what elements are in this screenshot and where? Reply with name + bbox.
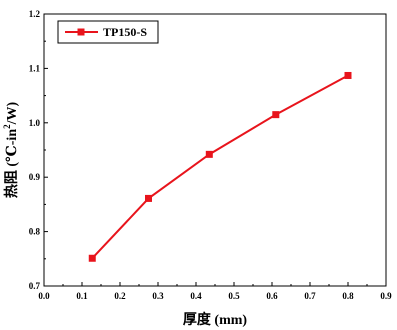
x-tick-label: 0.6 — [266, 291, 278, 301]
y-tick-label: 1.2 — [29, 9, 41, 19]
x-tick-label: 0.0 — [38, 291, 50, 301]
y-axis-title-tail: /W) — [5, 102, 20, 126]
y-tick-label: 1.1 — [29, 63, 41, 73]
y-tick-label: 0.8 — [29, 227, 41, 237]
y-axis-title-sup: 2 — [2, 124, 12, 129]
x-tick-label: 0.7 — [304, 291, 316, 301]
x-tick-label: 0.2 — [114, 291, 126, 301]
y-ticks: 0.7 0.8 0.9 1.0 1.1 1.2 — [29, 9, 48, 291]
y-tick-label: 1.0 — [29, 118, 41, 128]
legend-box — [57, 20, 159, 44]
x-ticks: 0.0 0.1 0.2 0.3 0.4 0.5 0.6 0.7 0.8 0.9 — [38, 282, 392, 301]
legend: TP150-S — [57, 20, 159, 44]
legend-label: TP150-S — [103, 25, 147, 39]
x-tick-label: 0.5 — [228, 291, 240, 301]
y-axis-title-main: 热阻 (℃-in — [3, 129, 20, 198]
data-point — [88, 254, 96, 262]
y-tick-label: 0.7 — [29, 281, 41, 291]
data-point — [205, 150, 213, 158]
x-tick-label: 0.8 — [342, 291, 354, 301]
data-point — [145, 194, 152, 202]
y-tick-label: 0.9 — [29, 172, 41, 182]
x-tick-label: 0.3 — [152, 291, 164, 301]
x-axis-title: 厚度 (mm) — [183, 311, 247, 328]
series-layer — [88, 71, 352, 262]
x-tick-label: 0.9 — [380, 291, 392, 301]
data-point — [344, 71, 352, 79]
legend-marker — [77, 28, 85, 36]
x-tick-label: 0.4 — [190, 291, 202, 301]
data-point — [272, 111, 280, 119]
x-tick-label: 0.1 — [76, 291, 88, 301]
series-line — [91, 74, 349, 259]
y-axis-title: 热阻 (℃-in2/W) — [2, 102, 20, 199]
